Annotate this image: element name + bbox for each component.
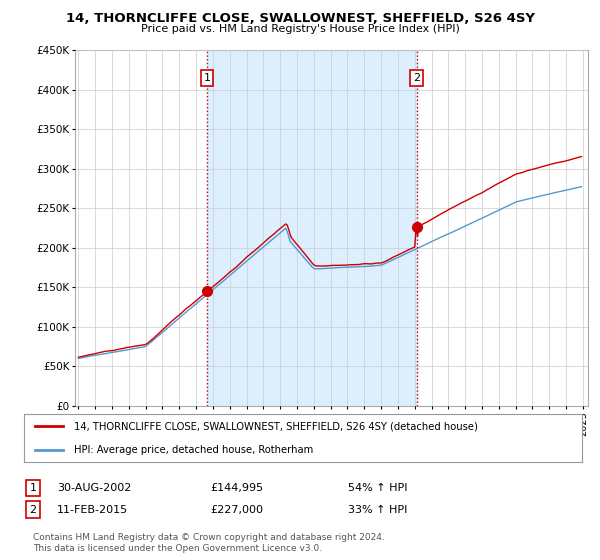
Text: 2: 2 xyxy=(413,73,421,83)
Text: £227,000: £227,000 xyxy=(210,505,263,515)
Text: 14, THORNCLIFFE CLOSE, SWALLOWNEST, SHEFFIELD, S26 4SY: 14, THORNCLIFFE CLOSE, SWALLOWNEST, SHEF… xyxy=(65,12,535,25)
Text: 54% ↑ HPI: 54% ↑ HPI xyxy=(348,483,407,493)
Text: 1: 1 xyxy=(204,73,211,83)
Text: Price paid vs. HM Land Registry's House Price Index (HPI): Price paid vs. HM Land Registry's House … xyxy=(140,24,460,34)
Text: 2: 2 xyxy=(29,505,37,515)
Text: 1: 1 xyxy=(29,483,37,493)
Text: 33% ↑ HPI: 33% ↑ HPI xyxy=(348,505,407,515)
Text: Contains HM Land Registry data © Crown copyright and database right 2024.
This d: Contains HM Land Registry data © Crown c… xyxy=(33,533,385,553)
Text: £144,995: £144,995 xyxy=(210,483,263,493)
Text: 11-FEB-2015: 11-FEB-2015 xyxy=(57,505,128,515)
Text: 14, THORNCLIFFE CLOSE, SWALLOWNEST, SHEFFIELD, S26 4SY (detached house): 14, THORNCLIFFE CLOSE, SWALLOWNEST, SHEF… xyxy=(74,421,478,431)
Bar xyxy=(207,50,417,406)
Text: HPI: Average price, detached house, Rotherham: HPI: Average price, detached house, Roth… xyxy=(74,445,313,455)
Text: 30-AUG-2002: 30-AUG-2002 xyxy=(57,483,131,493)
